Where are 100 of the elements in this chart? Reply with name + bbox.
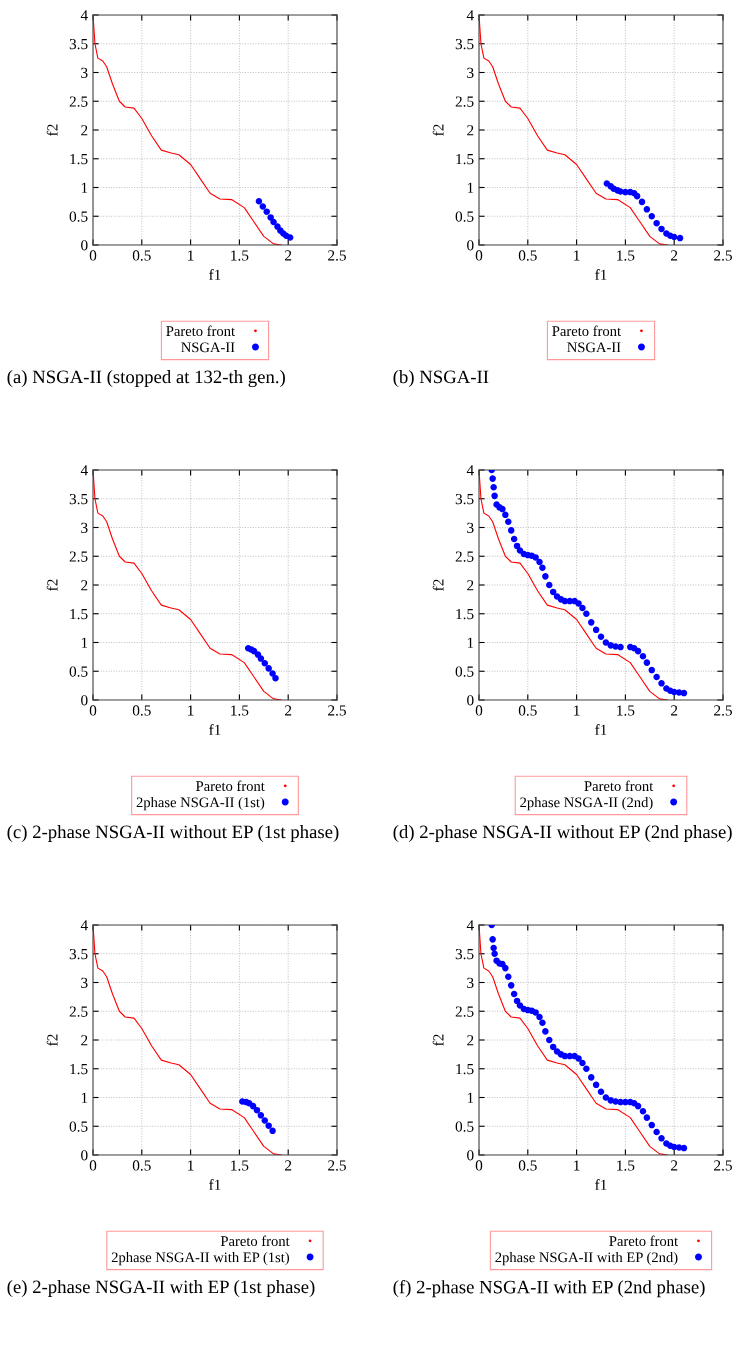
point xyxy=(587,619,595,626)
y-tick-label: 3 xyxy=(81,67,88,78)
x-tick-label: 2 xyxy=(285,250,292,261)
point xyxy=(263,208,270,215)
point xyxy=(489,475,496,482)
point xyxy=(546,581,553,589)
point xyxy=(643,206,651,213)
point xyxy=(490,944,497,952)
x-axis-title: f1 xyxy=(209,724,221,735)
point xyxy=(532,554,539,561)
point xyxy=(269,1127,276,1135)
x-tick-label: 2 xyxy=(671,1160,678,1171)
x-axis-title: f1 xyxy=(595,724,607,735)
y-tick-label: 1.5 xyxy=(456,1063,474,1075)
legend-label: Pareto front xyxy=(220,1235,290,1247)
y-tick-label: 3.5 xyxy=(69,948,88,960)
text: (d) 2-phase NSGA-II without EP (2nd phase) xyxy=(393,825,732,842)
y-tick-label: 2 xyxy=(467,125,474,136)
y-tick-label: 1.5 xyxy=(70,153,88,165)
y-tick-label: 1 xyxy=(467,182,474,193)
y-tick-label: 2.5 xyxy=(455,551,474,562)
point xyxy=(579,604,586,612)
x-tick-label: 0 xyxy=(89,705,97,716)
point xyxy=(638,198,646,206)
legend-label: 2phase NSGA-II with EP (2nd) xyxy=(495,1251,678,1266)
y-tick-label: 3 xyxy=(81,977,88,988)
legend-label: Pareto front xyxy=(166,325,235,337)
y-tick-label: 3 xyxy=(81,522,88,533)
point xyxy=(489,936,496,943)
y-tick-label: 1.5 xyxy=(70,1063,88,1075)
x-tick-label: 2.5 xyxy=(714,1160,732,1171)
point xyxy=(539,564,546,572)
y-tick-label: 0.5 xyxy=(455,1121,474,1132)
point xyxy=(516,1002,524,1009)
point xyxy=(658,680,665,687)
y-tick-label: 4 xyxy=(466,920,474,931)
point xyxy=(490,483,497,491)
point xyxy=(602,1094,610,1101)
y-tick-label: 4 xyxy=(466,465,474,476)
y-tick-label: 0 xyxy=(81,1150,88,1161)
y-tick-label: 4 xyxy=(466,10,474,21)
point xyxy=(267,214,274,221)
point xyxy=(549,588,557,596)
y-tick-label: 1 xyxy=(81,637,88,648)
x-tick-label: 2 xyxy=(285,1160,292,1171)
y-tick-label: 1 xyxy=(81,182,88,193)
x-tick-label: 0 xyxy=(89,250,97,261)
x-tick-label: 2.5 xyxy=(714,705,732,716)
point xyxy=(597,1088,605,1096)
point xyxy=(648,212,656,220)
point xyxy=(575,600,582,607)
y-tick-label: 2.5 xyxy=(69,96,88,107)
point xyxy=(286,234,294,241)
x-tick-label: 2.5 xyxy=(714,250,732,261)
legend-label: 2phase NSGA-II (1st) xyxy=(136,796,265,811)
y-tick-label: 3 xyxy=(467,67,474,78)
point xyxy=(546,1036,553,1044)
point xyxy=(653,673,660,681)
point xyxy=(265,1122,272,1129)
x-tick-label: 0.5 xyxy=(518,250,537,261)
point xyxy=(261,1117,269,1124)
x-tick-label: 2 xyxy=(671,250,678,261)
point xyxy=(643,659,651,666)
point xyxy=(255,198,263,205)
x-axis-title: f1 xyxy=(595,269,607,280)
point xyxy=(648,666,656,674)
point xyxy=(617,643,624,651)
x-axis-title: f1 xyxy=(595,1179,607,1190)
y-tick-label: 3.5 xyxy=(455,493,474,505)
x-tick-label: 0.5 xyxy=(132,1160,151,1171)
legend-label: NSGA-II xyxy=(181,342,235,353)
text: (f) 2-phase NSGA-II with EP (2nd phase) xyxy=(393,1280,705,1298)
point xyxy=(542,1028,549,1035)
point xyxy=(680,1144,688,1152)
point xyxy=(507,982,515,989)
x-tick-label: 0.5 xyxy=(518,1160,537,1171)
text: (c) 2-phase NSGA-II without EP (1st phase) xyxy=(7,825,339,842)
x-tick-label: 1 xyxy=(574,705,580,716)
y-tick-label: 4 xyxy=(80,920,88,931)
point xyxy=(653,1128,660,1136)
x-tick-label: 2 xyxy=(671,705,678,716)
point xyxy=(491,492,498,500)
point xyxy=(592,1081,600,1089)
y-tick-label: 2 xyxy=(81,1035,88,1046)
point xyxy=(597,633,605,641)
x-tick-label: 2.5 xyxy=(328,1160,346,1171)
y-axis-title: f2 xyxy=(46,124,58,136)
y-tick-label: 2 xyxy=(81,580,88,591)
point xyxy=(639,653,647,660)
x-tick-label: 0.5 xyxy=(518,705,537,716)
x-tick-label: 1 xyxy=(188,1160,194,1171)
y-tick-label: 0.5 xyxy=(455,666,474,677)
point xyxy=(536,558,543,566)
point xyxy=(516,547,524,554)
point xyxy=(269,670,276,677)
y-tick-label: 1 xyxy=(81,1092,88,1103)
text: (a) NSGA-II (stopped at 132-th gen.) xyxy=(7,370,285,388)
point xyxy=(510,990,518,998)
point xyxy=(592,626,600,634)
legend-label: Pareto front xyxy=(609,1235,678,1247)
